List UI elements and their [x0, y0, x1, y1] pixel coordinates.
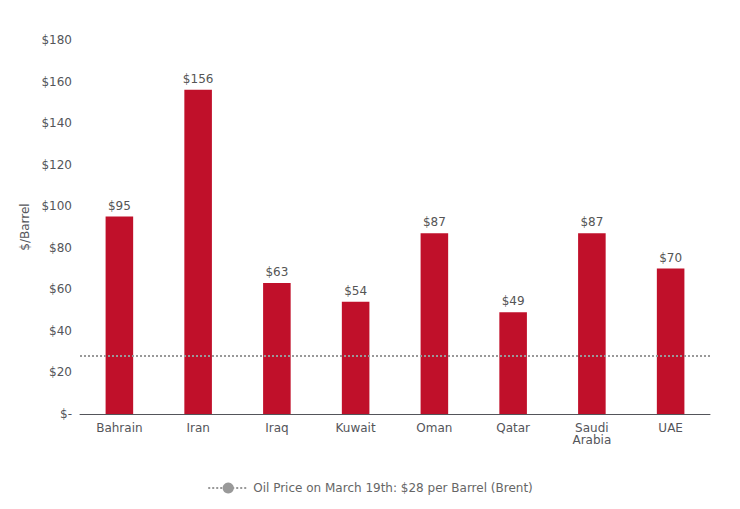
svg-text:Qatar: Qatar [496, 421, 530, 435]
svg-text:$60: $60 [49, 282, 72, 296]
svg-text:Iran: Iran [186, 421, 209, 435]
svg-text:$95: $95 [108, 199, 131, 213]
svg-text:$80: $80 [49, 241, 72, 255]
svg-text:$49: $49 [502, 294, 525, 308]
svg-text:Kuwait: Kuwait [336, 421, 376, 435]
svg-text:Saudi: Saudi [575, 421, 609, 435]
svg-text:$140: $140 [41, 116, 72, 130]
svg-text:Oil Price on March 19th: $28 p: Oil Price on March 19th: $28 per Barrel … [253, 481, 533, 495]
svg-text:$/Barrel: $/Barrel [18, 203, 32, 250]
svg-text:$54: $54 [344, 284, 367, 298]
svg-text:$87: $87 [580, 215, 603, 229]
svg-text:Iraq: Iraq [265, 421, 288, 435]
svg-text:$156: $156 [183, 72, 214, 86]
svg-text:Bahrain: Bahrain [96, 421, 142, 435]
svg-text:Arabia: Arabia [572, 433, 611, 447]
svg-text:$-: $- [60, 407, 72, 421]
svg-text:$63: $63 [265, 265, 288, 279]
svg-text:$160: $160 [41, 75, 72, 89]
svg-text:$20: $20 [49, 365, 72, 379]
svg-text:$87: $87 [423, 215, 446, 229]
svg-text:$70: $70 [659, 251, 682, 265]
svg-text:$120: $120 [41, 158, 72, 172]
svg-text:Oman: Oman [416, 421, 452, 435]
svg-text:$40: $40 [49, 324, 72, 338]
svg-text:$100: $100 [41, 199, 72, 213]
svg-text:$180: $180 [41, 33, 72, 47]
svg-text:UAE: UAE [658, 421, 683, 435]
